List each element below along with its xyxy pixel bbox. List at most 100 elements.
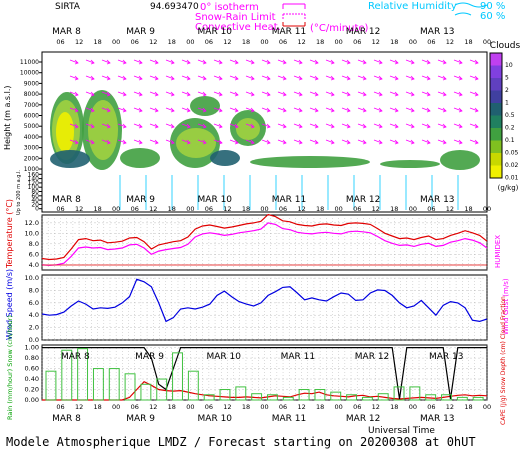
bottom-day-label: MAR 13 — [420, 414, 455, 424]
wind-ytick: 0.0 — [29, 336, 39, 344]
hour-label: 18 — [390, 205, 398, 213]
cloud-ytick: 11000 — [20, 59, 39, 66]
hour-label: 00 — [260, 403, 268, 411]
cloud-ytick: 1000 — [24, 166, 39, 173]
hour-label: 18 — [242, 205, 250, 213]
cloud-ytick: 2000 — [24, 155, 39, 162]
hour-label: 06 — [205, 38, 213, 46]
hour-label: 06 — [279, 205, 287, 213]
wind-arrow — [261, 123, 271, 129]
wind-arrow — [85, 59, 95, 65]
cloud-ytick: 3000 — [24, 145, 39, 152]
wind-arrow — [357, 59, 367, 65]
wind-arrow — [229, 59, 239, 65]
wind-arrow — [469, 59, 479, 65]
wind-arrow — [325, 91, 335, 97]
wind-arrow — [357, 91, 367, 97]
precip-day-label: MAR 8 — [61, 352, 90, 362]
wind-arrow — [309, 75, 319, 81]
wind-arrow — [85, 91, 95, 97]
xaxis-label: Universal Time — [368, 426, 435, 436]
precip-ytick: 0.80 — [25, 354, 39, 362]
day-label: MAR 11 — [272, 195, 307, 205]
wind-arrow — [165, 107, 175, 113]
cloud-ylabel: Height (m a.s.l.) — [3, 86, 12, 151]
wind-arrow — [421, 75, 431, 81]
wind-arrow — [277, 59, 287, 65]
bottom-day-label: MAR 8 — [52, 414, 81, 424]
wind-arrow — [293, 75, 303, 81]
hour-label: 18 — [316, 205, 324, 213]
wind-arrow — [245, 75, 255, 81]
gust-ylabel: Wind Gust (m/s) — [502, 278, 510, 335]
wind-arrow — [325, 107, 335, 113]
wind-arrow — [373, 123, 383, 129]
wind-arrow — [277, 107, 287, 113]
wind-arrow — [229, 107, 239, 113]
wind-arrow — [325, 139, 335, 145]
hour-label: 18 — [168, 38, 176, 46]
day-label: MAR 9 — [126, 195, 155, 205]
hour-label: 06 — [353, 403, 361, 411]
cloud-ytick: 40 — [31, 197, 39, 204]
colorbar-tick: 2 — [505, 87, 509, 94]
legend-snowrain-mark — [282, 13, 306, 19]
wind-arrow — [197, 139, 207, 145]
wind-arrow — [69, 59, 79, 65]
hour-label: 00 — [483, 205, 491, 213]
wind-ylabel: Wind Speed (m/s) — [5, 269, 14, 340]
rain-bar — [235, 386, 247, 401]
cloud-ytick: 60 — [31, 193, 39, 200]
wind-arrow — [373, 59, 383, 65]
hour-label: 00 — [186, 38, 194, 46]
legend-rate: (°C/minute) — [310, 23, 369, 34]
hour-label: 18 — [93, 205, 101, 213]
hour-label: 12 — [446, 205, 454, 213]
day-label: MAR 10 — [198, 27, 233, 37]
precip-ylabel: Rain (mm/hour) Snow (cm/hour) — [6, 315, 14, 420]
colorbar-tick: 1 — [505, 100, 509, 107]
hour-label: 12 — [223, 38, 231, 46]
hour-label: 00 — [409, 38, 417, 46]
wind-arrow — [229, 91, 239, 97]
wind-arrow — [341, 75, 351, 81]
wind-arrow — [213, 59, 223, 65]
wind-arrow — [293, 107, 303, 113]
temperature-ylabel: Temperature (°C) — [5, 199, 14, 269]
rain-bar — [314, 389, 326, 401]
wind-arrow — [261, 59, 271, 65]
rain-bar — [346, 394, 358, 401]
hour-label: 18 — [464, 38, 472, 46]
wind-arrow — [373, 75, 383, 81]
wind-arrow — [453, 59, 463, 65]
wind-arrow — [309, 123, 319, 129]
hour-label: 00 — [260, 38, 268, 46]
rain-bar — [361, 396, 373, 401]
wind-arrow — [453, 139, 463, 145]
wind-arrow — [101, 139, 111, 145]
rain-bar — [425, 394, 437, 401]
hour-label: 18 — [93, 403, 101, 411]
colorbar-swatch — [490, 140, 502, 153]
wind-arrow — [149, 107, 159, 113]
wind-arrow — [165, 123, 175, 129]
temperature-ytick: 6.0 — [29, 250, 39, 258]
rain-bar — [45, 370, 57, 401]
hour-label: 18 — [242, 38, 250, 46]
hour-label: 18 — [390, 403, 398, 411]
wind-arrow — [453, 123, 463, 129]
precip-ytick: 0.00 — [25, 396, 39, 404]
wind-arrow — [133, 107, 143, 113]
wind-arrow — [469, 139, 479, 145]
wind-arrow — [197, 75, 207, 81]
hour-label: 18 — [464, 205, 472, 213]
cloud-blob — [236, 118, 260, 140]
precip-ytick: 0.60 — [25, 365, 39, 373]
cloud-blob — [250, 156, 370, 168]
hour-label: 12 — [75, 205, 83, 213]
cloud-blob — [380, 160, 440, 168]
wind-ytick: 4.0 — [29, 311, 39, 319]
cloud-ytick: 80 — [31, 189, 39, 196]
wind-arrow — [213, 107, 223, 113]
cloud-blob — [176, 128, 216, 158]
